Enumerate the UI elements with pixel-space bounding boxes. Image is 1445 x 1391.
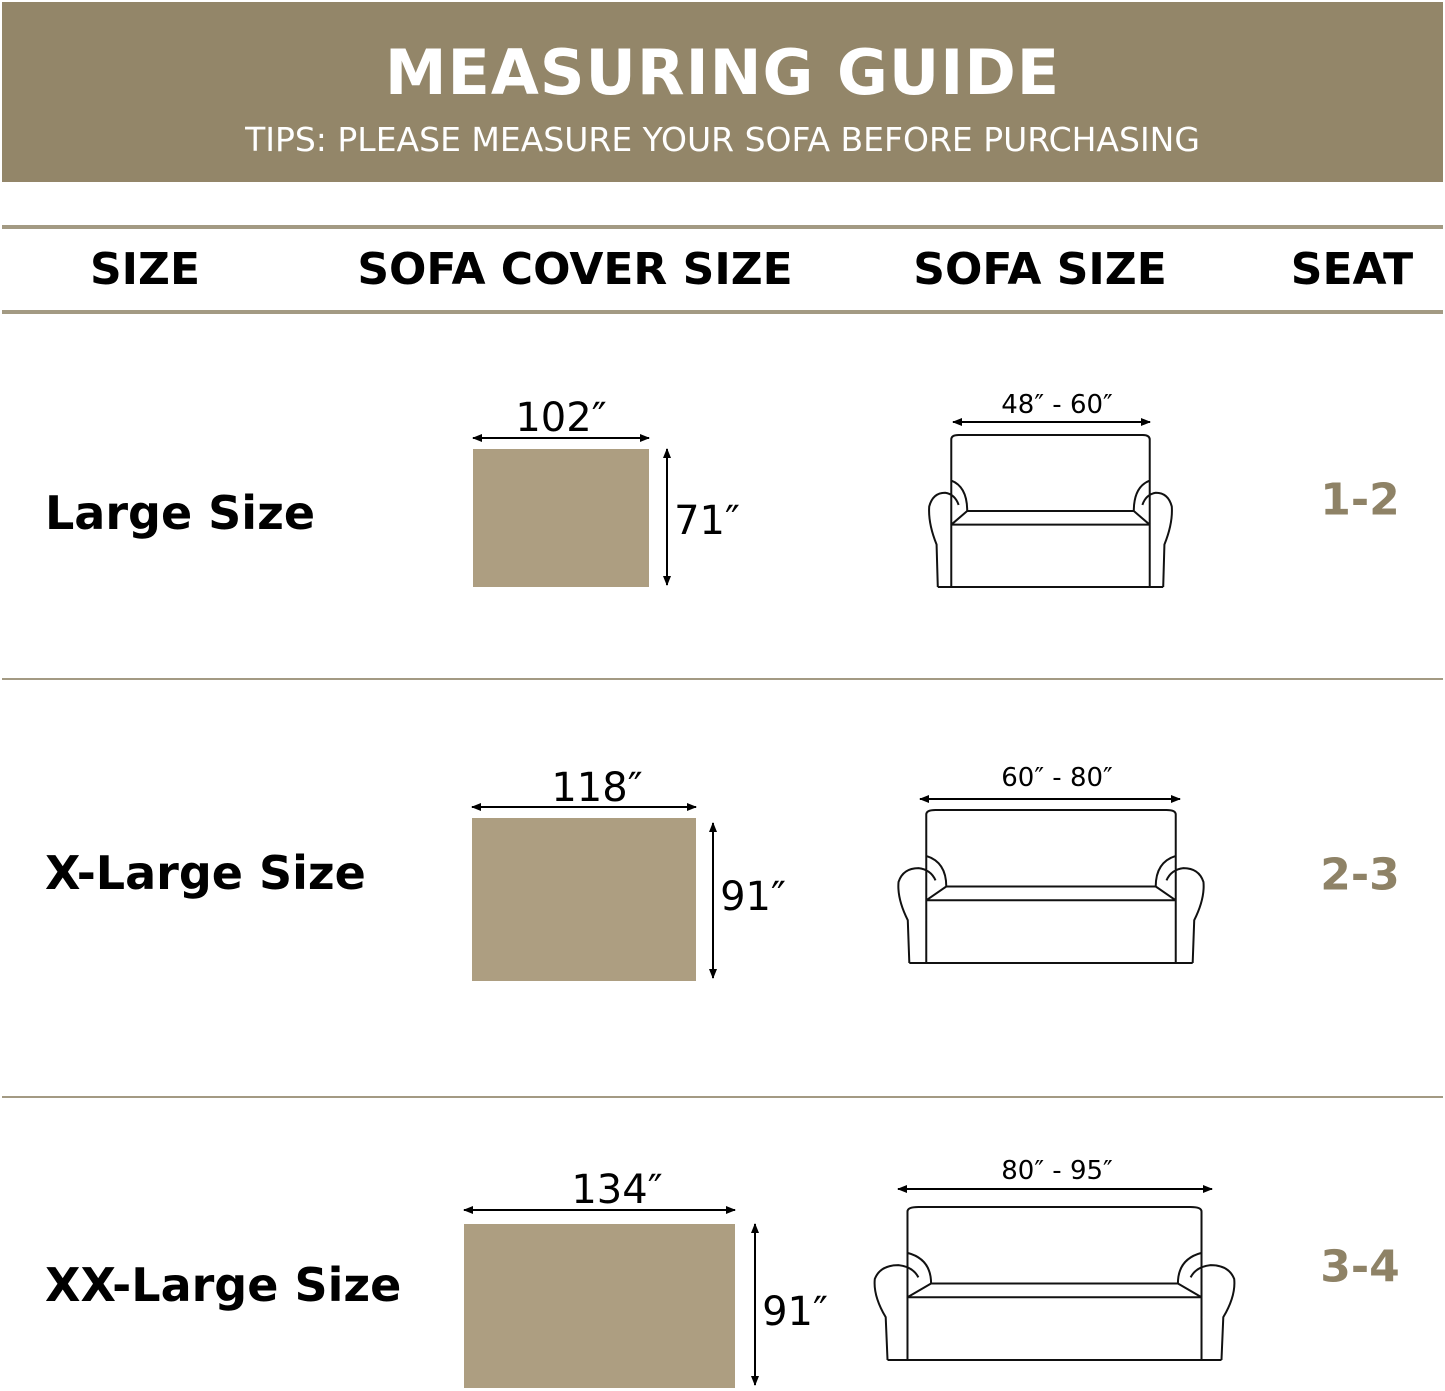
seat-count: 2-3 (1320, 849, 1400, 901)
sofa-width-label: 48″ - 60″ (1001, 390, 1113, 420)
size-label: Large Size (45, 486, 316, 540)
row-divider (2, 678, 1443, 680)
seat-count: 3-4 (1320, 1241, 1400, 1293)
table-header-top-divider (2, 225, 1443, 229)
sofa-outline-icon (898, 810, 1203, 963)
cover-width-label: 102″ (515, 395, 607, 441)
cover-size-swatch (473, 449, 649, 587)
cover-height-label: 91″ (762, 1289, 828, 1335)
column-header-size: SIZE (89, 244, 201, 295)
column-header-sofa-cover-size: SOFA COVER SIZE (357, 244, 793, 295)
cover-height-label: 91″ (720, 874, 786, 920)
seat-count: 1-2 (1320, 474, 1400, 526)
column-header-seat: SEAT (1290, 244, 1414, 295)
table-header-bottom-divider (2, 310, 1443, 314)
sofa-outline-icon (875, 1207, 1235, 1360)
size-label: X-Large Size (45, 846, 366, 900)
cover-size-swatch (472, 818, 696, 981)
size-label: XX-Large Size (45, 1258, 402, 1312)
row-divider (2, 1096, 1443, 1098)
sofa-outline-icon (929, 435, 1172, 587)
cover-width-label: 134″ (571, 1167, 663, 1213)
sofa-width-label: 80″ - 95″ (1001, 1156, 1113, 1186)
page-title: MEASURING GUIDE (384, 36, 1061, 109)
page-subtitle: TIPS: PLEASE MEASURE YOUR SOFA BEFORE PU… (245, 120, 1200, 159)
header-banner: MEASURING GUIDE TIPS: PLEASE MEASURE YOU… (2, 2, 1443, 182)
sofa-width-label: 60″ - 80″ (1001, 763, 1113, 793)
cover-height-label: 71″ (674, 498, 740, 544)
cover-size-swatch (464, 1224, 735, 1388)
column-header-sofa-size: SOFA SIZE (913, 244, 1167, 295)
